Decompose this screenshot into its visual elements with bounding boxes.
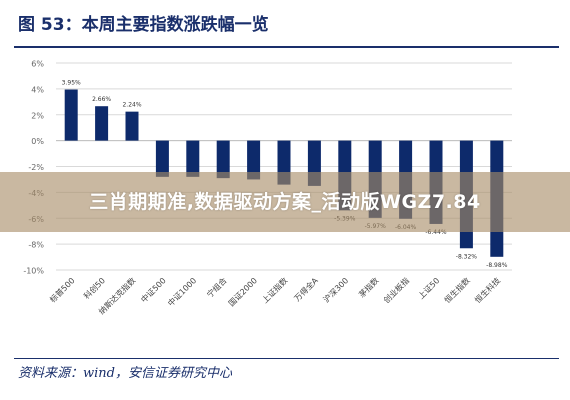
bar [155, 140, 169, 177]
x-tick-label: 恒生指数 [442, 275, 472, 305]
x-tick-label: 茅指数 [357, 275, 381, 299]
y-tick-label: 6% [31, 60, 44, 69]
x-tick-label: 沪深300 [321, 275, 350, 304]
bar [95, 106, 109, 141]
y-tick-label: 4% [31, 85, 44, 94]
figure-title: 图 53：本周主要指数涨跌幅一览 [18, 15, 269, 35]
source-note: 资料来源：wind，安信证券研究中心 [18, 366, 232, 381]
y-tick-label: -10% [23, 267, 44, 276]
bar [64, 89, 78, 141]
y-tick-label: 0% [31, 137, 44, 146]
bar [186, 140, 200, 177]
x-tick-label: 中证500 [139, 275, 168, 304]
promo-banner-text: 三肖期期准,数据驱动方案_活动版WGZ7.84 [89, 191, 481, 213]
y-tick-label: 2% [31, 111, 44, 120]
x-tick-label: 科创50 [81, 275, 107, 301]
x-tick-label: 上证指数 [260, 275, 290, 305]
promo-banner: 三肖期期准,数据驱动方案_活动版WGZ7.84 [0, 172, 570, 232]
title-divider [14, 46, 559, 48]
x-tick-label: 标普500 [47, 275, 76, 304]
y-tick-label: -8% [28, 241, 44, 250]
data-label: -6.44% [425, 229, 447, 236]
data-label: 3.95% [62, 80, 81, 87]
x-tick-label: 宁组合 [205, 275, 229, 299]
x-tick-label: 中证1000 [165, 275, 198, 308]
data-label: 2.24% [122, 102, 141, 109]
data-label: -8.98% [486, 262, 508, 269]
bar [247, 140, 261, 180]
bar [125, 111, 139, 141]
x-tick-label: 国证2000 [227, 276, 259, 308]
x-tick-label: 创业板指 [381, 275, 411, 305]
x-tick-label: 上证50 [417, 276, 442, 301]
data-label: 2.66% [92, 96, 111, 103]
bar [216, 140, 230, 179]
x-tick-label: 万得全A [292, 275, 320, 303]
data-label: -8.32% [456, 253, 478, 260]
x-tick-label: 恒生科技 [473, 275, 503, 305]
footer-divider [14, 358, 559, 359]
y-tick-label: -2% [28, 163, 44, 172]
